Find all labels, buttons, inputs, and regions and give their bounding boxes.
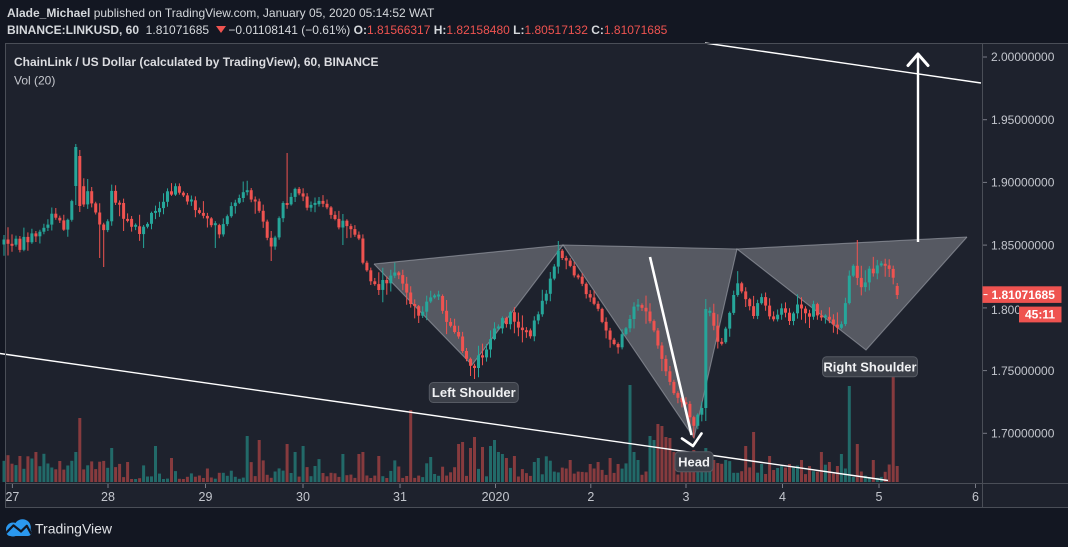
svg-text:6: 6 — [972, 490, 979, 504]
svg-text:1.80000000: 1.80000000 — [991, 303, 1055, 317]
svg-text:4: 4 — [779, 490, 786, 504]
svg-text:45:11: 45:11 — [1025, 308, 1055, 322]
svg-text:1.81071685: 1.81071685 — [992, 288, 1056, 302]
svg-text:Head: Head — [678, 454, 710, 469]
svg-text:1.70000000: 1.70000000 — [991, 427, 1055, 441]
svg-text:1.90000000: 1.90000000 — [991, 176, 1055, 190]
svg-text:1.75000000: 1.75000000 — [991, 364, 1055, 378]
svg-text:ChainLink / US Dollar (calcula: ChainLink / US Dollar (calculated by Tra… — [14, 55, 379, 69]
svg-text:Right Shoulder: Right Shoulder — [823, 359, 916, 374]
svg-text:31: 31 — [393, 490, 407, 504]
svg-text:27: 27 — [5, 490, 19, 504]
svg-text:Vol (20): Vol (20) — [14, 74, 55, 88]
svg-text:30: 30 — [296, 490, 310, 504]
svg-text:1.85000000: 1.85000000 — [991, 238, 1055, 252]
svg-text:2020: 2020 — [482, 490, 510, 504]
svg-text:1.95000000: 1.95000000 — [991, 113, 1055, 127]
svg-text:5: 5 — [876, 490, 883, 504]
svg-text:TradingView: TradingView — [35, 521, 113, 537]
svg-text:28: 28 — [101, 490, 115, 504]
svg-text:29: 29 — [199, 490, 213, 504]
svg-text:2: 2 — [587, 490, 594, 504]
svg-text:3: 3 — [683, 490, 690, 504]
svg-text:2.00000000: 2.00000000 — [991, 50, 1055, 64]
svg-text:Left Shoulder: Left Shoulder — [432, 385, 516, 400]
